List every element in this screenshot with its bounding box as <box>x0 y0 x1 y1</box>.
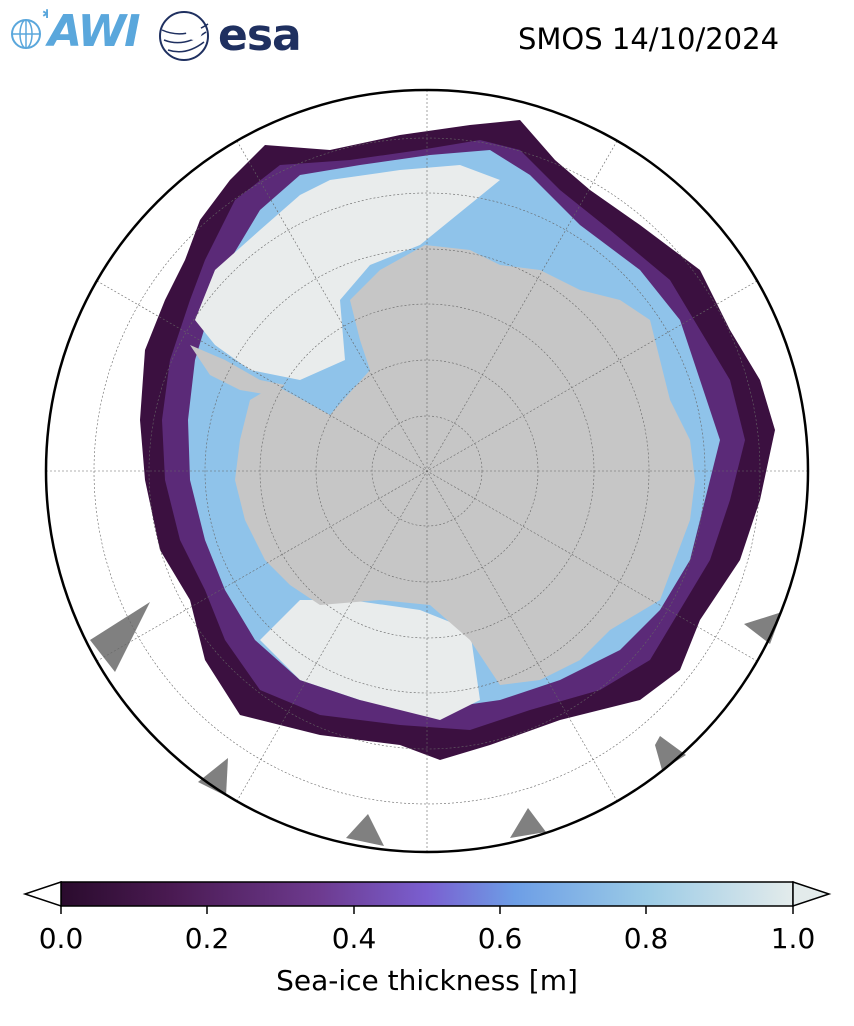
map-title: SMOS 14/10/2024 <box>518 22 780 56</box>
colorbar-gradient <box>60 881 794 907</box>
awi-wordmark: AWI <box>48 6 141 57</box>
colorbar-ticks <box>60 906 794 914</box>
colorbar-tick-label: 0.2 <box>184 922 230 955</box>
other-land-4 <box>510 808 546 838</box>
svg-text:✱: ✱ <box>42 8 48 21</box>
antarctic-peninsula <box>190 345 285 395</box>
other-land-5 <box>655 736 686 770</box>
sea-ice-white-south <box>260 600 480 720</box>
esa-logo <box>159 11 209 61</box>
colorbar-tick-label: 0.4 <box>331 922 377 955</box>
graticule <box>46 90 808 852</box>
other-land-1 <box>90 602 150 672</box>
map-border <box>44 88 810 854</box>
other-land-3 <box>346 814 384 846</box>
colorbar-tick-label: 0.6 <box>477 922 523 955</box>
colorbar-tick-label: 0.8 <box>623 922 669 955</box>
sea-ice-white-west <box>195 165 500 380</box>
colorbar-extend-min <box>22 880 62 908</box>
other-land-6 <box>744 612 782 644</box>
esa-wordmark: esa <box>218 10 302 61</box>
awi-logo: ✱ <box>11 8 48 49</box>
colorbar-tick-label: 0.0 <box>38 922 84 955</box>
other-land-2 <box>198 758 228 796</box>
colorbar-tick-label: 1.0 <box>770 922 816 955</box>
header: ✱ AWI esa SMOS 14/10/2024 <box>0 0 854 80</box>
colorbar <box>22 880 832 914</box>
colorbar-extend-max <box>792 880 832 908</box>
antarctica-land <box>235 245 695 685</box>
colorbar-label: Sea-ice thickness [m] <box>276 964 578 997</box>
